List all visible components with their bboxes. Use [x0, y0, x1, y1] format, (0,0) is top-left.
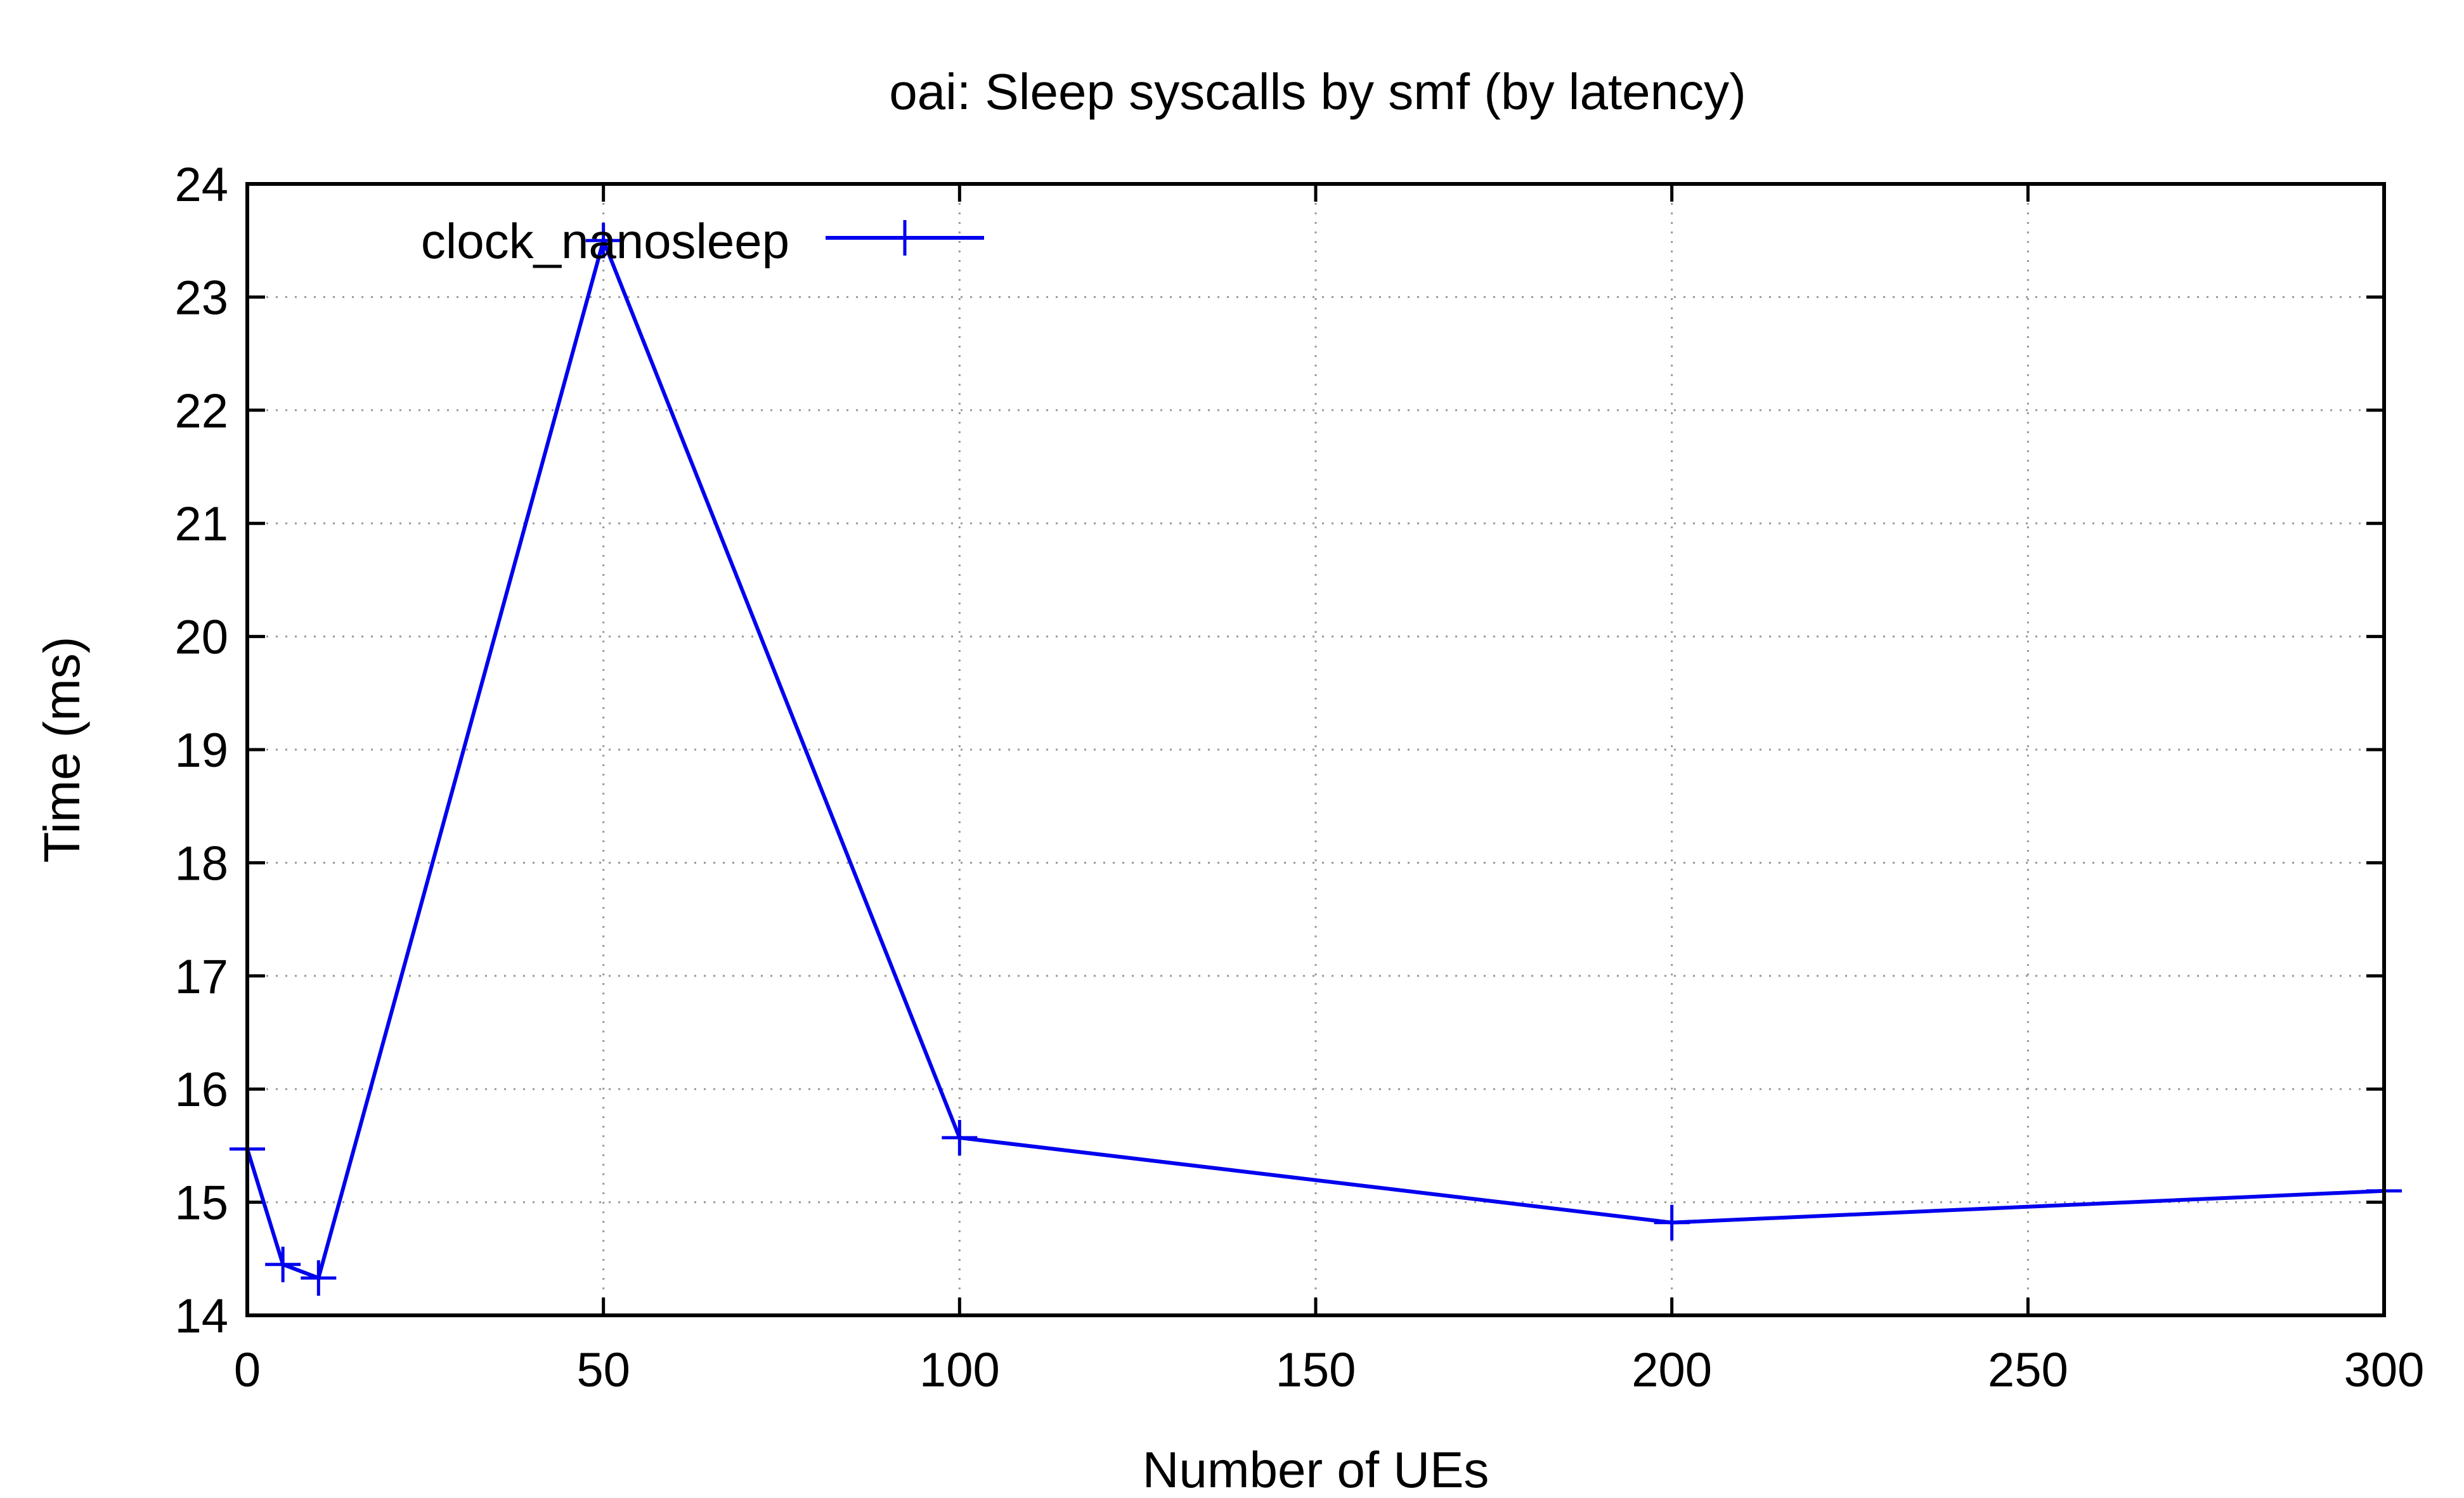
x-tick-label: 0	[234, 1343, 261, 1397]
y-tick-label: 16	[174, 1063, 228, 1117]
x-tick-label: 100	[919, 1343, 1000, 1397]
data-point-marker	[265, 1246, 301, 1282]
x-tick-label: 200	[1631, 1343, 1712, 1397]
chart-title: oai: Sleep syscalls by smf (by latency)	[889, 63, 1746, 120]
x-tick-label: 150	[1276, 1343, 1356, 1397]
x-tick-label: 250	[1988, 1343, 2068, 1397]
y-axis-label: Time (ms)	[34, 637, 90, 863]
y-tick-label: 15	[174, 1176, 228, 1230]
data-point-marker	[1654, 1204, 1690, 1241]
y-tick-label: 14	[174, 1289, 228, 1343]
series-layer	[230, 223, 2402, 1296]
legend-label: clock_nanosleep	[421, 213, 789, 269]
plot-frame	[245, 182, 2386, 1317]
x-tick-label: 50	[576, 1343, 630, 1397]
y-tick-label: 23	[174, 271, 228, 325]
data-point-marker	[585, 223, 621, 259]
x-tick-label: 300	[2344, 1343, 2425, 1397]
legend-marker	[887, 220, 923, 256]
data-point-marker	[942, 1119, 978, 1156]
y-tick-label: 18	[174, 837, 228, 890]
y-tick-label: 22	[174, 384, 228, 438]
y-tick-label: 24	[174, 158, 228, 212]
tick-labels: 14 15 16 17 18 19 20 21 22 23 24 0 50 100 150 200 250 300	[174, 158, 2424, 1397]
x-axis-label: Number of UEs	[1143, 1442, 1489, 1498]
data-point-marker	[301, 1260, 337, 1296]
legend: clock_nanosleep	[421, 213, 984, 269]
y-tick-label: 20	[174, 611, 228, 665]
y-tick-label: 19	[174, 724, 228, 778]
legend-plus-marker	[887, 220, 923, 256]
y-tick-label: 21	[174, 497, 228, 551]
y-tick-label: 17	[174, 950, 228, 1004]
